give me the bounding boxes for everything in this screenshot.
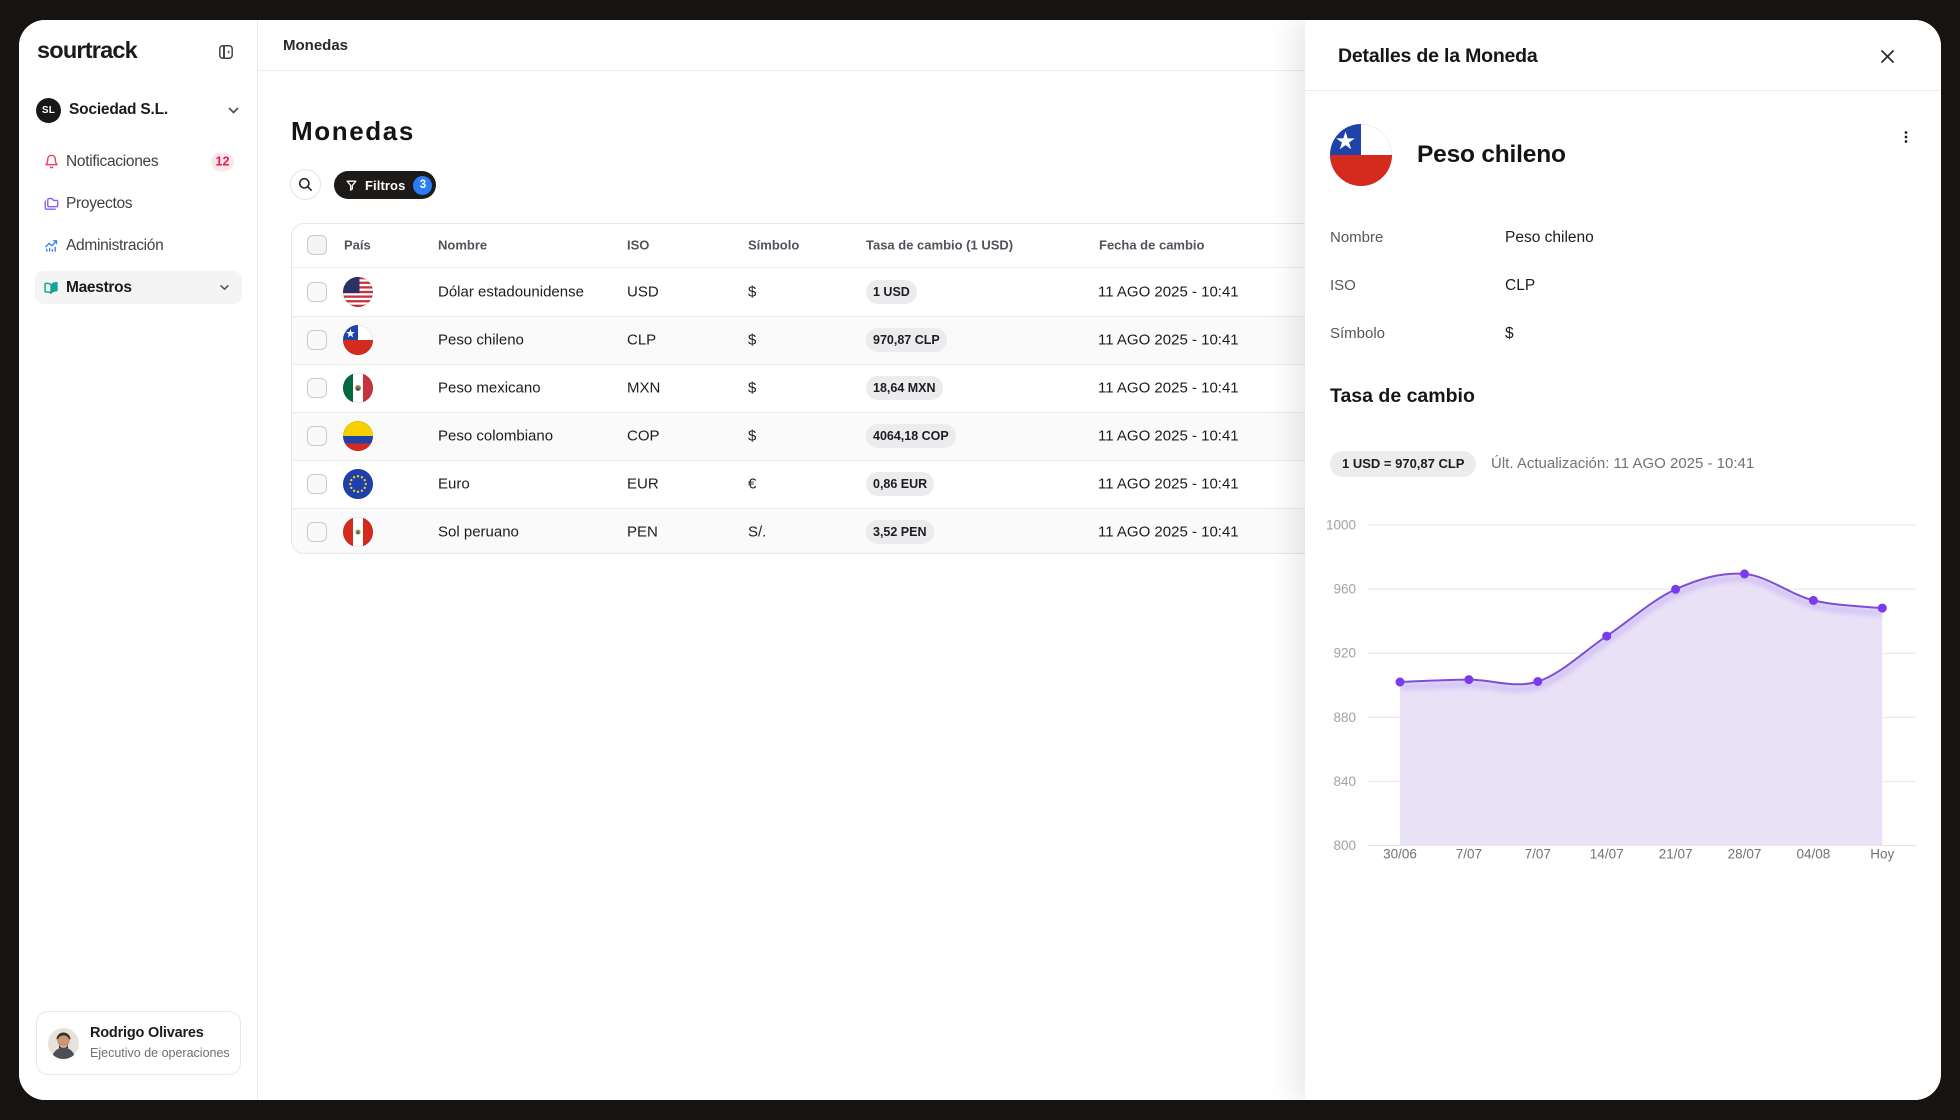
svg-text:Hoy: Hoy <box>1870 847 1894 862</box>
svg-text:04/08: 04/08 <box>1797 847 1831 862</box>
svg-text:920: 920 <box>1333 646 1356 661</box>
svg-text:21/07: 21/07 <box>1659 847 1693 862</box>
svg-text:800: 800 <box>1333 838 1356 853</box>
svg-text:1000: 1000 <box>1326 518 1356 533</box>
svg-text:30/06: 30/06 <box>1383 847 1417 862</box>
svg-text:880: 880 <box>1333 710 1356 725</box>
svg-text:14/07: 14/07 <box>1590 847 1624 862</box>
svg-text:28/07: 28/07 <box>1728 847 1762 862</box>
svg-text:7/07: 7/07 <box>1525 847 1551 862</box>
svg-text:7/07: 7/07 <box>1456 847 1482 862</box>
svg-text:840: 840 <box>1333 774 1356 789</box>
svg-text:960: 960 <box>1333 582 1356 597</box>
